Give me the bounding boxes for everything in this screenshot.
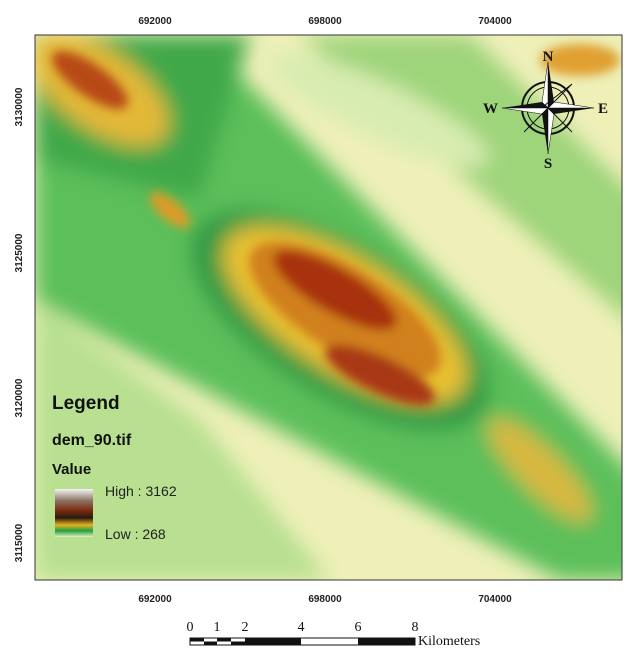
legend-high: High : 3162 <box>105 483 177 499</box>
coord-label: 698000 <box>308 16 342 27</box>
coord-label: 692000 <box>138 594 172 605</box>
scale-unit: Kilometers <box>418 634 480 648</box>
coord-label: 3115000 <box>14 523 25 562</box>
dem-raster <box>35 35 622 580</box>
coord-label: 704000 <box>478 594 512 605</box>
scale-bar: 0 1 2 4 6 8 Kilometers <box>187 620 481 648</box>
legend-field: Value <box>52 461 91 478</box>
scale-tick-label: 0 <box>187 620 194 635</box>
scale-tick-label: 8 <box>412 620 419 635</box>
north-arrow: N E S W <box>483 49 608 172</box>
compass-s: S <box>544 156 552 172</box>
legend-title: Legend <box>52 393 120 414</box>
coord-label: 3120000 <box>14 378 25 417</box>
scale-tick-label: 4 <box>298 620 305 635</box>
scale-tick-label: 1 <box>214 620 221 635</box>
map-frame <box>34 34 623 581</box>
compass-w: W <box>483 101 498 117</box>
legend-ramp <box>55 489 93 537</box>
legend-layer: dem_90.tif <box>52 432 132 449</box>
coord-label: 3125000 <box>14 233 25 272</box>
coord-label: 698000 <box>308 594 342 605</box>
coord-label: 704000 <box>478 16 512 27</box>
coord-label: 3130000 <box>14 87 25 126</box>
scale-tick-label: 6 <box>355 620 362 635</box>
compass-n: N <box>543 49 554 65</box>
scale-tick-label: 2 <box>242 620 249 635</box>
coord-label: 692000 <box>138 16 172 27</box>
legend-low: Low : 268 <box>105 526 166 542</box>
compass-e: E <box>598 101 608 117</box>
legend: Legend dem_90.tif Value High : 3162 Low … <box>52 393 177 542</box>
